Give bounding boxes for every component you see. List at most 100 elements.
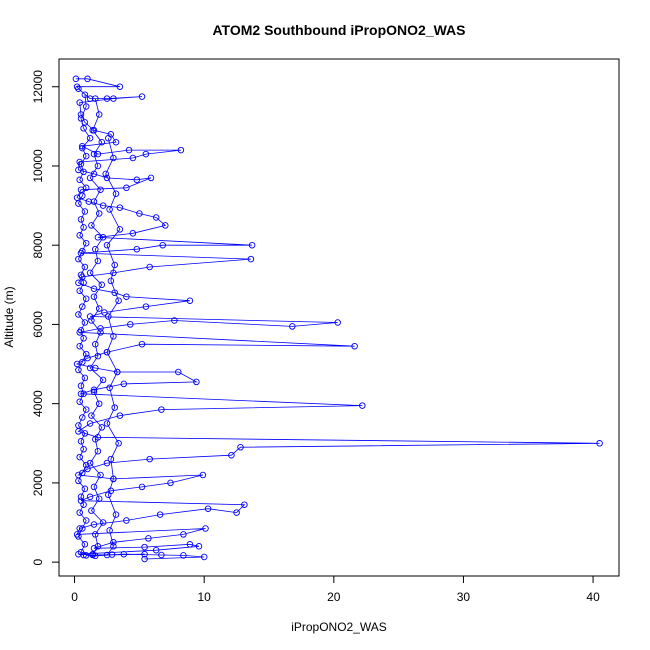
data-point: [107, 455, 115, 463]
data-point: [98, 281, 106, 289]
data-point: [77, 216, 85, 223]
data-point: [92, 95, 99, 102]
data-point: [103, 241, 111, 249]
data-point: [90, 150, 98, 158]
data-point: [123, 293, 130, 300]
data-point: [107, 277, 115, 285]
data-point: [79, 358, 86, 366]
data-point: [82, 461, 90, 469]
series-2: [75, 91, 94, 559]
data-point: [103, 420, 111, 427]
data-point: [103, 459, 111, 467]
data-point: [84, 75, 91, 83]
data-point: [77, 382, 85, 390]
data-point: [82, 103, 90, 110]
data-point: [133, 176, 141, 184]
data-point: [115, 440, 122, 447]
data-point: [175, 368, 182, 376]
data-point: [112, 138, 120, 146]
data-point: [233, 509, 240, 516]
data-point: [80, 445, 87, 453]
x-tick-label: 0: [71, 590, 78, 604]
data-point: [142, 150, 150, 158]
data-point: [112, 511, 120, 518]
data-point: [82, 239, 90, 247]
data-point: [82, 295, 90, 302]
data-point: [81, 91, 89, 98]
data-point: [241, 501, 248, 508]
data-point: [116, 226, 124, 233]
data-point: [79, 192, 86, 199]
data-point: [248, 241, 256, 249]
data-point: [123, 184, 130, 192]
data-point: [103, 551, 111, 559]
data-point: [105, 134, 112, 142]
data-point: [195, 543, 203, 550]
data-point: [79, 144, 86, 152]
x-axis-label: iPropONO2_WAS: [291, 620, 387, 634]
data-point: [77, 327, 85, 334]
data-point: [95, 305, 103, 312]
y-tick-label: 4000: [31, 390, 45, 417]
data-point: [141, 550, 148, 558]
data-point: [152, 214, 160, 221]
y-tick-label: 2000: [31, 469, 45, 496]
data-point: [98, 424, 106, 431]
data-point: [141, 543, 148, 551]
data-point: [129, 154, 137, 162]
plot-area: [72, 75, 603, 563]
data-point: [193, 378, 200, 386]
chart-title: ATOM2 Southbound iPropONO2_WAS: [212, 22, 465, 38]
data-point: [141, 555, 148, 563]
data-point: [147, 174, 155, 182]
y-tick-label: 8000: [31, 232, 45, 259]
data-point: [76, 176, 83, 184]
data-point: [76, 342, 83, 350]
data-point: [90, 170, 98, 178]
data-point: [94, 150, 102, 158]
data-point: [76, 509, 83, 516]
data-point: [110, 333, 117, 340]
data-point: [77, 115, 85, 122]
data-point: [79, 247, 86, 255]
data-point: [86, 174, 94, 182]
data-point: [81, 208, 89, 215]
data-point: [75, 85, 82, 92]
data-point: [142, 303, 150, 310]
data-point: [152, 546, 160, 554]
y-axis-label: Altitude (m): [2, 286, 16, 347]
data-point: [81, 319, 89, 326]
data-point: [88, 317, 95, 324]
data-point: [86, 269, 94, 277]
data-point: [186, 297, 194, 304]
data-point: [72, 75, 80, 83]
data-point: [106, 384, 113, 392]
data-point: [95, 111, 103, 118]
data-point: [84, 354, 91, 362]
data-point: [92, 340, 99, 348]
data-point: [82, 517, 90, 524]
data-point: [88, 507, 95, 514]
data-point: [88, 412, 95, 419]
data-point: [89, 127, 96, 134]
data-point: [81, 374, 89, 382]
data-point: [81, 430, 89, 437]
data-point: [81, 263, 89, 271]
data-point: [92, 531, 99, 538]
data-point: [180, 531, 187, 538]
data-point: [103, 348, 111, 356]
x-tick-label: 30: [457, 590, 471, 604]
x-tick-label: 20: [327, 590, 341, 604]
data-point: [116, 83, 124, 90]
data-point: [94, 447, 102, 455]
data-point: [79, 525, 86, 532]
data-point: [90, 483, 98, 491]
data-point: [90, 198, 98, 205]
data-point: [171, 317, 178, 324]
data-point: [133, 245, 141, 253]
data-point: [129, 230, 137, 237]
x-tick-label: 40: [586, 590, 600, 604]
data-point: [77, 271, 85, 279]
data-point: [94, 543, 102, 550]
data-point: [167, 479, 174, 487]
